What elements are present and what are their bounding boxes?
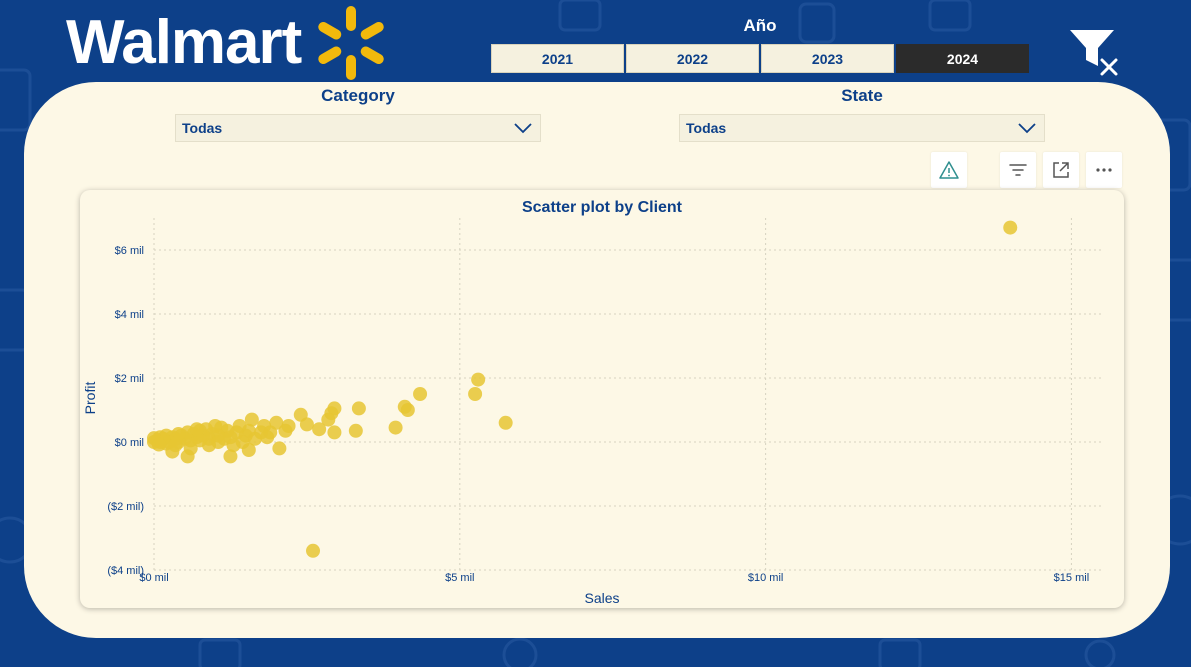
walmart-spark-icon: [318, 6, 385, 80]
scatter-point[interactable]: [272, 441, 287, 456]
category-dropdown-value: Todas: [182, 120, 223, 136]
scatter-point[interactable]: [351, 401, 366, 416]
year-button-2021[interactable]: 2021: [491, 44, 624, 73]
year-button-2024[interactable]: 2024: [896, 44, 1029, 73]
scatter-point[interactable]: [260, 430, 275, 445]
logo-text: Walmart: [66, 8, 302, 77]
chart-gridlines: [153, 218, 1102, 571]
filter-button[interactable]: [1000, 152, 1036, 188]
scatter-chart-card: Scatter plot by Client $6 mil $4 mil $2 mi…: [80, 190, 1124, 608]
year-slicer-title: Año: [743, 16, 777, 35]
x-tick-label: $5 mil: [445, 572, 474, 584]
x-tick-label: $0 mil: [139, 572, 168, 584]
year-button-2023[interactable]: 2023: [761, 44, 894, 73]
chart-title: Scatter plot by Client: [522, 199, 683, 216]
x-axis-ticks: $0 mil $5 mil $10 mil $15 mil: [139, 572, 1089, 584]
y-axis-label: Profit: [82, 382, 98, 415]
scatter-point[interactable]: [306, 543, 321, 558]
y-tick-label: ($4 mil): [107, 565, 144, 577]
warning-icon: [939, 161, 959, 179]
scatter-point[interactable]: [327, 425, 342, 440]
state-dropdown-value: Todas: [686, 120, 727, 136]
scatter-point[interactable]: [180, 449, 195, 464]
scatter-point[interactable]: [192, 433, 207, 448]
scatter-point[interactable]: [278, 423, 293, 438]
scatter-point[interactable]: [244, 412, 259, 427]
y-tick-label: $0 mil: [115, 437, 144, 449]
scatter-point[interactable]: [413, 387, 428, 401]
y-tick-label: $4 mil: [115, 309, 144, 321]
chevron-down-icon: [514, 123, 532, 134]
scatter-point[interactable]: [247, 431, 262, 446]
scatter-point[interactable]: [168, 438, 183, 453]
x-axis-label: Sales: [584, 590, 619, 606]
scatter-point[interactable]: [312, 422, 327, 437]
category-slicer-title: Category: [321, 86, 395, 105]
y-axis-ticks: $6 mil $4 mil $2 mil $0 mil ($2 mil) ($4 mil): [107, 245, 144, 577]
x-tick-label: $10 mil: [748, 572, 783, 584]
y-tick-label: ($2 mil): [107, 501, 144, 513]
scatter-point[interactable]: [321, 412, 336, 427]
year-button-2022[interactable]: 2022: [626, 44, 759, 73]
scatter-point[interactable]: [471, 372, 486, 387]
filter-icon: [1009, 164, 1027, 176]
scatter-point[interactable]: [241, 443, 256, 457]
focus-mode-button[interactable]: [1043, 152, 1079, 188]
scatter-point[interactable]: [388, 420, 403, 435]
chart-points: [147, 220, 1018, 558]
clear-filters-icon[interactable]: [1068, 26, 1120, 78]
scatter-point[interactable]: [189, 422, 204, 437]
scatter-point[interactable]: [299, 417, 314, 432]
y-tick-label: $6 mil: [115, 245, 144, 257]
state-slicer-title: State: [841, 86, 883, 105]
year-slicer: 2021 2022 2023 2024: [491, 44, 1029, 73]
focus-mode-icon: [1053, 162, 1069, 178]
walmart-logo: Walmart: [66, 6, 391, 80]
category-dropdown[interactable]: Todas: [175, 114, 541, 142]
chevron-down-icon: [1018, 123, 1036, 134]
scatter-point[interactable]: [151, 437, 166, 452]
scatter-point[interactable]: [348, 423, 363, 438]
x-tick-label: $15 mil: [1054, 572, 1089, 584]
more-options-button[interactable]: [1086, 152, 1122, 188]
warning-button[interactable]: [931, 152, 967, 188]
y-tick-label: $2 mil: [115, 373, 144, 385]
scatter-chart: Scatter plot by Client $6 mil $4 mil $2 mi…: [82, 199, 1102, 606]
scatter-point[interactable]: [223, 430, 238, 445]
more-options-icon: [1096, 168, 1112, 172]
scatter-point[interactable]: [397, 399, 412, 414]
scatter-point[interactable]: [211, 435, 226, 449]
state-dropdown[interactable]: Todas: [679, 114, 1045, 142]
scatter-point[interactable]: [1003, 220, 1018, 235]
scatter-point[interactable]: [498, 415, 513, 430]
scatter-point[interactable]: [468, 387, 483, 401]
scatter-point[interactable]: [223, 449, 238, 464]
